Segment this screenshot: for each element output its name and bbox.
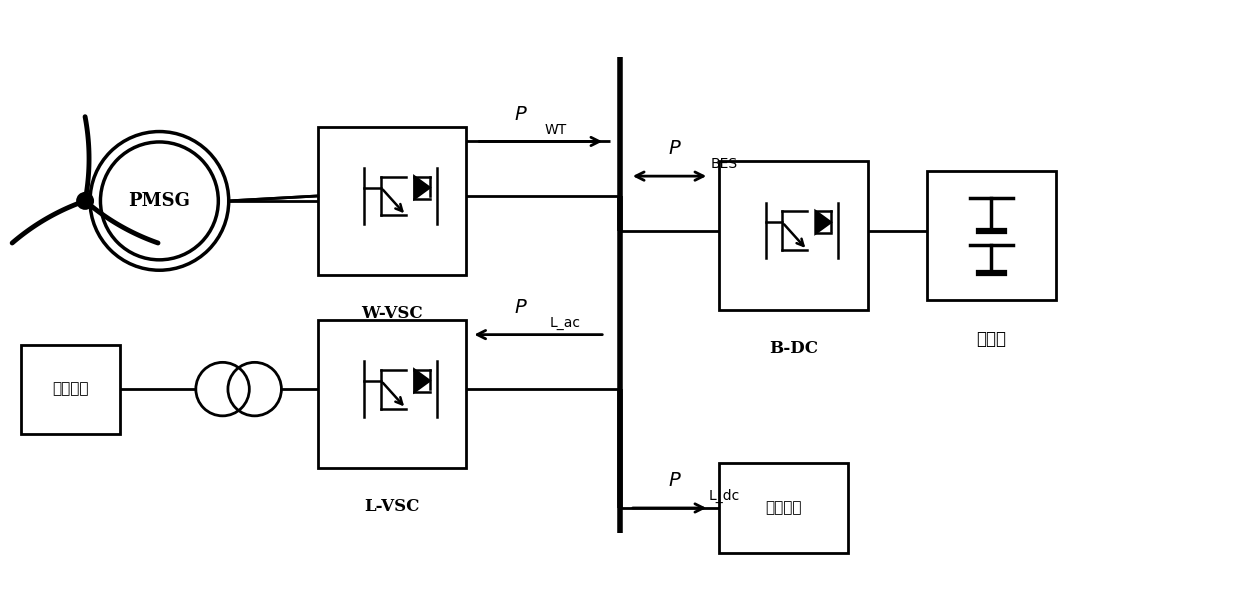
Bar bbox=[928, 171, 1055, 300]
Bar bbox=[719, 161, 868, 310]
Text: WT: WT bbox=[544, 123, 567, 136]
Text: $P$: $P$ bbox=[515, 104, 528, 124]
Text: $P$: $P$ bbox=[515, 298, 528, 317]
Bar bbox=[719, 463, 848, 553]
Text: PMSG: PMSG bbox=[129, 192, 190, 210]
Bar bbox=[317, 127, 466, 275]
Text: 交流负荷: 交流负荷 bbox=[52, 382, 88, 396]
Bar bbox=[21, 345, 120, 434]
Text: 直流负荷: 直流负荷 bbox=[765, 500, 802, 516]
Text: 蓄电池: 蓄电池 bbox=[976, 330, 1007, 348]
Text: B-DC: B-DC bbox=[769, 340, 818, 356]
Polygon shape bbox=[414, 176, 429, 199]
Polygon shape bbox=[816, 211, 831, 234]
Text: L_ac: L_ac bbox=[551, 316, 582, 330]
Circle shape bbox=[77, 193, 93, 209]
Text: $P$: $P$ bbox=[667, 471, 681, 490]
Text: W-VSC: W-VSC bbox=[361, 305, 423, 322]
Text: BES: BES bbox=[711, 157, 738, 171]
Polygon shape bbox=[414, 370, 429, 392]
Bar bbox=[317, 320, 466, 468]
Text: $P$: $P$ bbox=[667, 139, 681, 158]
Text: L_dc: L_dc bbox=[708, 489, 739, 503]
Text: L-VSC: L-VSC bbox=[365, 498, 420, 515]
